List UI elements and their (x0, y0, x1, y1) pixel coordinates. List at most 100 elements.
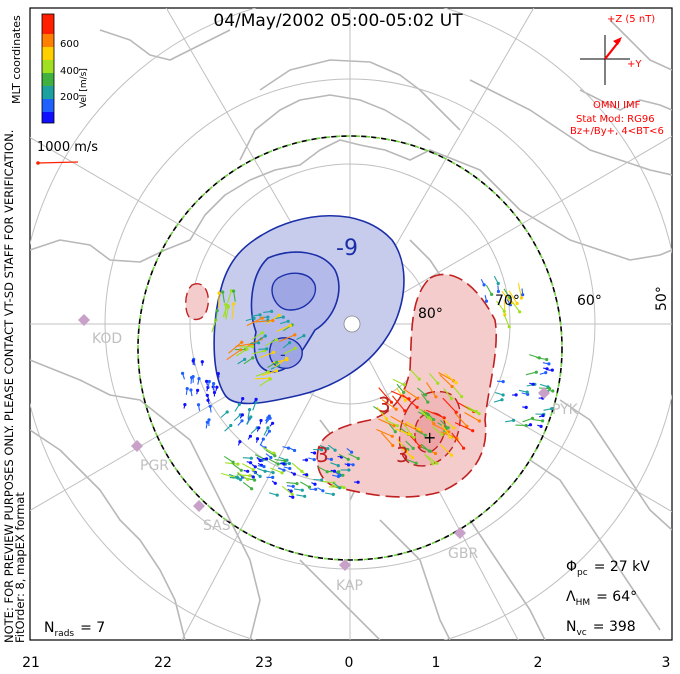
velocity-scale-label: 1000 m/s (37, 140, 98, 155)
velocity-vector (235, 343, 253, 347)
velocity-vector-origin (534, 370, 538, 374)
velocity-vectors (181, 275, 555, 499)
velocity-vector (263, 310, 272, 313)
velocity-vector (237, 474, 250, 477)
velocity-vector (278, 467, 285, 471)
velocity-vector (243, 357, 254, 365)
velocity-vector (276, 324, 291, 332)
velocity-vector (227, 290, 232, 304)
velocity-vector (269, 492, 278, 496)
imf-model-line2: Bz+/By+, 4<BT<6 (570, 126, 664, 137)
station-marker-gbr (454, 527, 466, 539)
contour-label-positive-2: 3 (316, 443, 329, 467)
contour-label-positive-1: 3 (378, 393, 391, 417)
heppner-maynard-boundary (137, 135, 563, 561)
velocity-vector (419, 408, 430, 419)
velocity-vector (217, 373, 220, 378)
velocity-vector (247, 435, 251, 440)
velocity-vector (274, 316, 284, 320)
velocity-vector (426, 382, 437, 398)
station-label-kod: KOD (92, 331, 122, 347)
velocity-vector (293, 488, 303, 491)
station-marker-sas (193, 500, 205, 512)
station-markers (78, 314, 550, 571)
velocity-vector (206, 395, 210, 400)
velocity-vector (224, 304, 227, 318)
velocity-vector (246, 416, 252, 425)
velocity-vector (259, 378, 271, 387)
velocity-vector (245, 317, 255, 322)
velocity-vector (300, 481, 310, 488)
velocity-vector (256, 457, 261, 461)
velocity-vector (385, 419, 398, 427)
imf-y-label: +Y (627, 59, 642, 70)
velocity-vector (283, 466, 290, 470)
velocity-vector (252, 350, 265, 355)
velocity-vector (278, 334, 296, 343)
velocity-vector-origin (208, 404, 212, 408)
velocity-vector (521, 288, 524, 295)
velocity-vector (237, 441, 241, 446)
velocity-vector (420, 446, 431, 452)
velocity-vector (225, 462, 238, 465)
velocity-vector (431, 426, 443, 436)
velocity-vector (391, 395, 406, 412)
velocity-vector (257, 465, 265, 468)
velocity-vector (274, 458, 286, 462)
velocity-vector (376, 428, 393, 437)
velocity-vector (279, 320, 289, 325)
velocity-vector (313, 478, 322, 481)
velocity-vector (406, 458, 417, 464)
velocity-vector (255, 438, 259, 443)
velocity-vector (257, 335, 266, 341)
colorbar-segment (42, 34, 54, 47)
station-marker-pyk (538, 387, 550, 399)
station-label-pgr: PGR (140, 458, 169, 474)
velocity-vector (190, 377, 193, 384)
velocity-vector (396, 383, 405, 393)
velocity-vector (247, 409, 251, 418)
velocity-vector (250, 342, 259, 345)
velocity-vector (215, 387, 218, 392)
velocity-vector (256, 427, 260, 432)
velocity-vector (426, 409, 445, 419)
velocity-vector (378, 418, 395, 427)
velocity-vector (271, 480, 276, 484)
velocity-vector (291, 462, 303, 472)
plot-title: 04/May/2002 05:00-05:02 UT (213, 11, 463, 31)
velocity-vector (426, 455, 438, 464)
latitude-label-80: 80° (418, 306, 443, 322)
velocity-vector (529, 382, 534, 385)
velocity-vector (251, 464, 256, 468)
colorbar-segment (42, 60, 54, 73)
colorbar-segment (42, 14, 54, 34)
contour-label-negative-inner: - (280, 345, 286, 364)
velocity-vector (332, 474, 339, 478)
velocity-vector (207, 400, 210, 405)
velocity-vector (464, 405, 477, 412)
velocity-vector (503, 314, 510, 328)
velocity-vector (229, 477, 239, 479)
mlt-label: 3 (662, 655, 671, 671)
station-marker-kap (339, 559, 351, 571)
velocity-vector (441, 424, 451, 438)
velocity-vector (464, 412, 480, 422)
contour-label-positive-inner: + (423, 428, 436, 447)
velocity-vector (240, 398, 244, 403)
mlt-label: 23 (255, 655, 273, 671)
contour-label-negative: -9 (336, 236, 358, 261)
colorbar-tick: 200 (60, 92, 79, 103)
velocity-vector (381, 399, 397, 410)
velocity-vector (440, 420, 449, 429)
velocity-vector (231, 303, 235, 319)
velocity-vector (485, 284, 493, 295)
velocity-vector (480, 279, 485, 286)
station-marker-pgr (131, 440, 143, 452)
velocity-vector (282, 342, 290, 349)
velocity-vector-origin (524, 405, 528, 409)
velocity-vector (451, 432, 465, 449)
velocity-vector (537, 424, 542, 427)
velocity-vector (225, 306, 229, 320)
velocity-vector (287, 488, 292, 492)
velocity-vector (182, 373, 186, 380)
